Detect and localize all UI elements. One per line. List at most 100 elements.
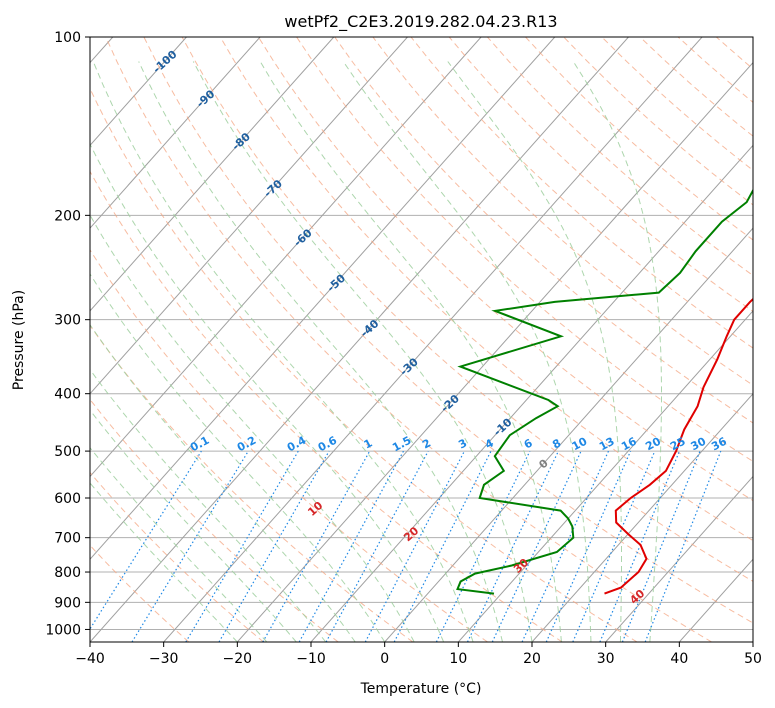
mixing-ratio-line: [521, 450, 610, 642]
x-tick-label: 40: [670, 651, 688, 667]
y-tick-label: 900: [54, 595, 81, 611]
moist-adiabat-line: [90, 482, 238, 642]
mixing-ratio-line: [325, 450, 429, 642]
y-tick-label: 800: [54, 565, 81, 581]
isotherm-line: [752, 641, 753, 642]
dry-adiabat-line: [257, 37, 753, 502]
y-tick-label: 200: [54, 208, 81, 224]
x-tick-label: −30: [149, 651, 179, 667]
isotherm-line: [605, 475, 753, 642]
x-tick-label: −40: [75, 651, 105, 667]
isotherm-line: [90, 37, 187, 147]
dry-adiabat-label: 10: [305, 499, 325, 519]
mixing-ratio-line: [435, 450, 531, 642]
x-axis-label: Temperature (°C): [360, 681, 482, 697]
moist-adiabat-line: [90, 323, 356, 642]
isotherm-line: [90, 37, 335, 312]
isotherm-line: [457, 310, 753, 642]
mixing-ratio-label: 1: [362, 436, 375, 451]
y-axis-label: Pressure (hPa): [11, 290, 27, 390]
isotherm-line: [163, 37, 703, 642]
dry-adiabat-line: [90, 87, 638, 642]
isotherm-line: [310, 144, 753, 642]
dry-adiabat-label: 40: [627, 587, 647, 607]
mixing-ratio-line: [491, 450, 582, 642]
mixing-ratio-line: [218, 450, 330, 642]
dry-adiabat-line: [755, 37, 775, 642]
isotherm-line: [384, 227, 753, 642]
moist-adiabat-line: [259, 61, 562, 642]
mixing-ratio-line: [131, 450, 249, 642]
mixing-ratio-line: [621, 450, 701, 642]
y-tick-label: 500: [54, 444, 81, 460]
x-tick-label: 0: [380, 651, 389, 667]
mixing-ratio-line: [298, 450, 405, 642]
mixing-ratio-label: 2: [420, 436, 433, 451]
dry-adiabat-line: [334, 37, 753, 424]
x-tick-label: −10: [296, 651, 326, 667]
dry-adiabat-line: [90, 170, 563, 642]
dry-adiabat-line: [677, 37, 753, 103]
dry-adiabat-label: 20: [401, 524, 421, 544]
sounding-profiles: [456, 188, 753, 595]
moist-adiabat-line: [90, 273, 386, 642]
y-tick-label: 1000: [45, 622, 81, 638]
dry-adiabat-line: [90, 544, 190, 642]
mixing-ratio-label: 4: [483, 436, 496, 451]
isotherm-line: [236, 61, 753, 642]
mixing-ratio-line: [90, 450, 202, 631]
moist-adiabat-line: [90, 409, 297, 642]
dry-adiabat-line: [372, 37, 753, 386]
mixing-ratio-line: [572, 450, 656, 642]
moist-adiabat-line: [192, 61, 533, 642]
moist-adiabat-line: [90, 142, 445, 642]
moist-adiabat-line: [572, 61, 662, 642]
moist-adiabat-line: [90, 368, 327, 642]
axis-ticks: −40 −30 −20 −10 0 10 20 30 40 50 100 200 300 400 500 60…: [45, 30, 762, 667]
mixing-ratio-line: [599, 450, 681, 642]
dry-adiabat-line: [105, 37, 712, 642]
y-tick-label: 300: [54, 313, 81, 329]
mixing-ratio-label: 13: [597, 435, 617, 454]
x-tick-label: −20: [223, 651, 253, 667]
isotherm-label: -100: [150, 48, 179, 76]
mixing-ratio-label: 36: [709, 435, 729, 454]
dry-adiabat-line: [601, 37, 753, 171]
mixing-ratio-label: 30: [689, 435, 709, 454]
isotherm-line: [90, 37, 556, 560]
dry-adiabat-line: [90, 471, 264, 642]
isotherm-line: [90, 37, 261, 229]
isotherm-line: [90, 37, 629, 642]
mixing-ratio-label: 25: [668, 435, 688, 454]
dry-adiabat-line: [487, 37, 753, 277]
moist-adiabat-line: [447, 61, 622, 642]
mixing-ratio-line: [364, 450, 465, 642]
chart-title: wetPf2_C2E3.2019.282.04.23.R13: [284, 12, 557, 32]
mixing-ratio-line: [466, 450, 559, 642]
mixing-ratio-label: 16: [619, 435, 639, 454]
moist-adiabat-line: [90, 446, 268, 642]
y-tick-label: 600: [54, 491, 81, 507]
mixing-ratio-label: 6: [522, 436, 535, 451]
x-tick-label: 50: [744, 651, 762, 667]
background-lines: [90, 37, 775, 642]
y-tick-label: 400: [54, 387, 81, 403]
y-tick-label: 100: [54, 30, 81, 46]
mixing-ratio-line: [185, 450, 299, 642]
dry-adiabat-line: [448, 37, 753, 313]
mixing-ratio-line: [262, 450, 371, 642]
isotherm-line: [90, 37, 408, 395]
x-tick-label: 20: [523, 651, 541, 667]
temperature-profile: [604, 297, 753, 595]
mixing-ratio-label: 10: [570, 434, 590, 453]
dry-adiabat-line: [143, 37, 753, 624]
mixing-ratio-label: 20: [643, 434, 663, 453]
dry-adiabat-line: [90, 398, 339, 642]
moist-adiabat-line: [342, 61, 592, 642]
dry-adiabat-line: [410, 37, 753, 349]
x-tick-label: 30: [597, 651, 615, 667]
dry-adiabat-line: [525, 37, 753, 241]
dry-adiabat-line: [296, 37, 753, 462]
moist-adiabat-line: [92, 61, 474, 642]
